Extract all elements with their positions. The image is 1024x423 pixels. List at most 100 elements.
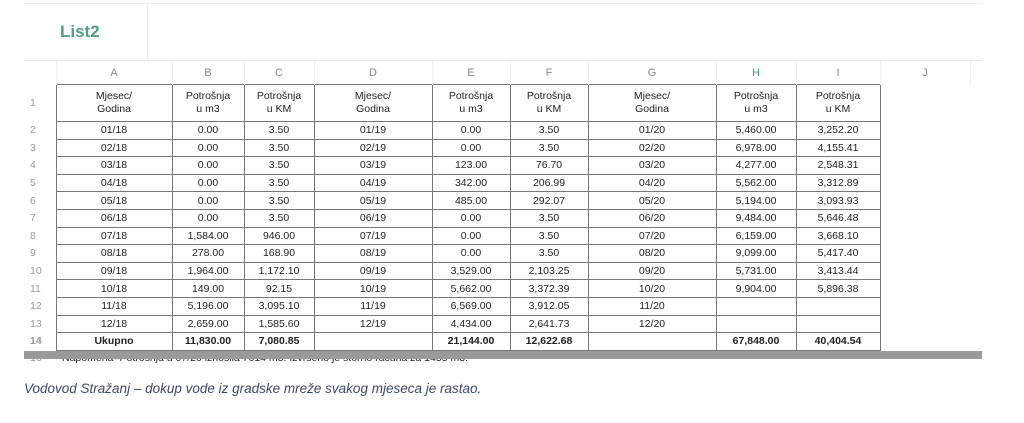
cell[interactable]: 1,964.00	[171, 261, 245, 281]
cell[interactable]: 5,196.00	[171, 296, 245, 316]
cell[interactable]: 0.00	[431, 244, 511, 263]
cell[interactable]: 5,562.00	[715, 173, 797, 193]
cell[interactable]: 1,172.10	[243, 261, 315, 281]
row-number[interactable]: 6	[30, 194, 36, 207]
cell[interactable]: 06/18	[55, 208, 173, 228]
cell[interactable]	[587, 332, 717, 351]
cell[interactable]	[880, 297, 970, 315]
column-header-h[interactable]: H	[716, 61, 797, 85]
cell[interactable]: 342.00	[431, 173, 511, 193]
cell[interactable]: 12/19	[313, 314, 433, 334]
cell[interactable]: 3,529.00	[431, 261, 511, 281]
cell[interactable]: 09/18	[55, 261, 173, 281]
cell[interactable]: 03/20	[587, 156, 717, 175]
cell[interactable]: 9,099.00	[715, 244, 797, 263]
cell[interactable]: 206.99	[509, 173, 589, 193]
cell[interactable]: 0.00	[171, 173, 245, 193]
cell[interactable]	[880, 262, 970, 280]
row-number[interactable]: 11	[30, 282, 41, 295]
cell[interactable]: 04/19	[313, 173, 433, 193]
cell[interactable]: 07/20	[587, 226, 717, 246]
column-header-j[interactable]: J	[880, 61, 971, 85]
cell[interactable]: 5,896.38	[795, 279, 881, 298]
cell[interactable]	[715, 296, 797, 316]
cell[interactable]: 02/18	[55, 138, 173, 158]
cell[interactable]: 6,569.00	[431, 296, 511, 316]
row-number[interactable]: 9	[30, 247, 36, 260]
cell[interactable]: 3.50	[509, 208, 589, 228]
cell[interactable]: 08/18	[55, 244, 173, 263]
cell[interactable]: 0.00	[171, 191, 245, 210]
column-header-d[interactable]: D	[314, 61, 433, 85]
cell[interactable]	[795, 296, 881, 316]
row-number[interactable]: 5	[30, 177, 36, 190]
cell[interactable]: 4,434.00	[431, 314, 511, 334]
cell[interactable]: 3.50	[509, 138, 589, 158]
cell[interactable]: 5,194.00	[715, 191, 797, 210]
cell[interactable]: 07/19	[313, 226, 433, 246]
cell[interactable]: 11/20	[587, 296, 717, 316]
header-cell[interactable]: Potrošnja u m3	[431, 84, 511, 122]
cell[interactable]: 08/19	[313, 244, 433, 263]
cell[interactable]: 2,641.73	[509, 314, 589, 334]
cell[interactable]: 10/20	[587, 279, 717, 298]
cell[interactable]: 01/19	[313, 121, 433, 140]
cell[interactable]	[880, 227, 970, 245]
cell[interactable]: 12/18	[55, 314, 173, 334]
cell[interactable]: 4,155.41	[795, 138, 881, 158]
column-header-b[interactable]: B	[172, 61, 245, 85]
header-cell[interactable]: Mjesec/Godina	[55, 84, 173, 122]
cell[interactable]: 10/18	[55, 279, 173, 298]
row-number[interactable]: 2	[30, 124, 36, 137]
header-cell[interactable]: Potrošnja u KM	[509, 84, 589, 122]
cell[interactable]: 02/20	[587, 138, 717, 158]
cell[interactable]: 5,646.48	[795, 208, 881, 228]
cell[interactable]: 5,417.40	[795, 244, 881, 263]
row-number[interactable]: 8	[30, 229, 36, 242]
cell[interactable]: 2,548.31	[795, 156, 881, 175]
cell[interactable]: 4,277.00	[715, 156, 797, 175]
column-header-g[interactable]: G	[588, 61, 717, 85]
cell[interactable]: 11,830.00	[171, 332, 245, 351]
cell[interactable]: 3,372.39	[509, 279, 589, 298]
cell[interactable]: 5,460.00	[715, 121, 797, 140]
cell[interactable]: 2,659.00	[171, 314, 245, 334]
column-header-c[interactable]: C	[244, 61, 315, 85]
cell[interactable]: 292.07	[509, 191, 589, 210]
corner-cell[interactable]	[24, 61, 57, 85]
cell[interactable]: 3,668.10	[795, 226, 881, 246]
cell[interactable]: 06/20	[587, 208, 717, 228]
column-header-a[interactable]: A	[56, 61, 173, 85]
header-cell[interactable]: Mjesec/Godina	[587, 84, 717, 122]
header-cell[interactable]: Potrošnja u m3	[715, 84, 797, 122]
cell[interactable]: 92.15	[243, 279, 315, 298]
column-header-i[interactable]: I	[796, 61, 881, 85]
cell[interactable]: 3,095.10	[243, 296, 315, 316]
header-cell[interactable]: Mjesec/Godina	[313, 84, 433, 122]
cell[interactable]: 3.50	[243, 191, 315, 210]
cell[interactable]: 9,484.00	[715, 208, 797, 228]
cell[interactable]: 946.00	[243, 226, 315, 246]
cell[interactable]: 0.00	[431, 208, 511, 228]
cell[interactable]	[880, 333, 970, 351]
cell[interactable]: 02/19	[313, 138, 433, 158]
cell[interactable]: 3,093.93	[795, 191, 881, 210]
header-cell[interactable]: Potrošnja u m3	[171, 84, 245, 122]
cell[interactable]	[880, 209, 970, 227]
cell[interactable]: Ukupno	[55, 332, 173, 351]
cell[interactable]: 0.00	[171, 208, 245, 228]
cell[interactable]: 01/20	[587, 121, 717, 140]
cell[interactable]	[880, 280, 970, 298]
cell[interactable]: 01/18	[55, 121, 173, 140]
cell[interactable]: 3,413.44	[795, 261, 881, 281]
cell[interactable]	[880, 245, 970, 263]
cell[interactable]: 05/19	[313, 191, 433, 210]
cell[interactable]: 3,912.05	[509, 296, 589, 316]
cell[interactable]: 12/20	[587, 314, 717, 334]
cell[interactable]: 08/20	[587, 244, 717, 263]
cell[interactable]: 03/18	[55, 156, 173, 175]
cell[interactable]: 9,904.00	[715, 279, 797, 298]
cell[interactable]: 1,584.00	[171, 226, 245, 246]
cell[interactable]: 7,080.85	[243, 332, 315, 351]
cell[interactable]: 1,585.60	[243, 314, 315, 334]
